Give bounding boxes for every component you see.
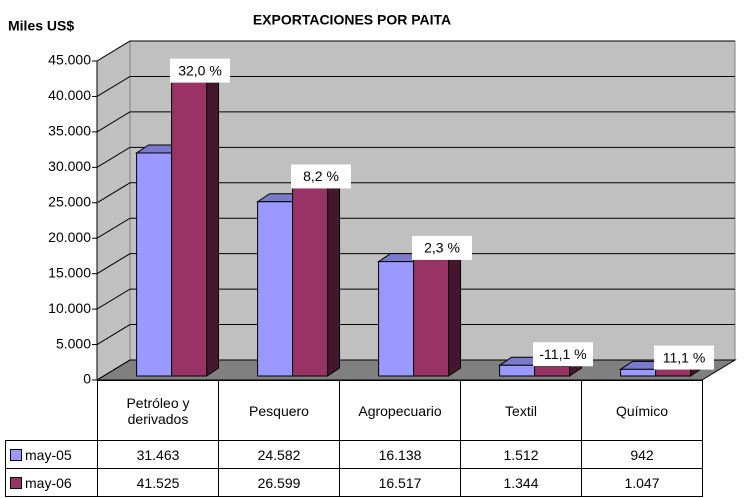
annotation: 32,0 % [178,62,222,78]
value-label: 41.525 [97,468,219,497]
value-label: 942 [581,440,703,469]
header-row: Petróleo y derivados Pesquero Agropecuario… [5,380,703,441]
annotation-box [533,342,593,367]
y-tick-label: 45.000 [48,52,91,68]
bar-front [136,152,173,377]
value-label: 1.047 [581,468,703,497]
grid-line [96,253,735,275]
y-axis-label: Miles US$ [8,18,74,34]
x-tick-label: Textil [460,380,582,441]
value-label: 24.582 [218,440,340,469]
grid-line [96,146,735,168]
legend-swatch [10,448,22,461]
x-tick-label: Pesquero [218,380,340,441]
annotation: 8,2 % [303,168,339,184]
grid-line [96,217,735,239]
x-tick-label: Petróleo y derivados [97,380,219,441]
value-label: 31.463 [97,440,219,469]
y-tick-label: 5.000 [56,335,91,351]
grid-line [96,324,735,345]
y-tick-label: 10.000 [48,300,91,316]
grid-line [96,182,735,204]
bar [169,72,221,377]
annotation-box [170,58,230,83]
legend-entry: may-05 [5,440,98,469]
bar-side [327,178,341,377]
bar-side [448,249,462,377]
bar-front [655,368,692,377]
annotation: -11,1 % [539,346,586,362]
value-label: 1.512 [460,440,582,469]
annotation-box [291,164,351,189]
annotation-box [412,235,472,260]
grid-line [96,75,735,97]
corner [5,380,98,441]
legend-label: may-06 [25,474,72,491]
series-row: may-05 31.463 24.582 16.138 1.512 942 [5,440,703,469]
chart-title: EXPORTACIONES POR PAITA [253,12,451,28]
side-wall [96,40,131,381]
y-tick-label: 15.000 [48,264,91,280]
bar-side [206,72,220,377]
grid-line [96,288,735,310]
data-table: Petróleo y derivados Pesquero Agropecuario… [5,380,703,497]
bar-front [499,364,536,377]
grid-line [96,111,735,133]
y-tick-label: 35.000 [48,123,91,139]
y-tick-label: 20.000 [48,229,91,245]
annotation: 2,3 % [424,240,460,256]
bar [411,249,463,377]
bar [290,178,342,377]
bar-front [378,261,415,377]
legend-label: may-05 [25,446,72,463]
x-tick-label: Agropecuario [339,380,461,441]
value-label: 16.517 [339,468,461,497]
y-tick-label: 30.000 [48,158,91,174]
value-label: 1.344 [460,468,582,497]
bar-front [413,258,450,377]
value-label: 16.138 [339,440,461,469]
bar-front [171,81,208,377]
x-tick-label: Químico [581,380,703,441]
legend-swatch [10,476,22,489]
annotation: 11,1 % [663,349,706,365]
value-label: 26.599 [218,468,340,497]
y-tick-label: 0 [83,371,91,387]
grid-line [96,40,735,62]
annotation-box [654,345,714,370]
bar-front [292,186,329,377]
bar-front [534,365,571,377]
legend-entry: may-06 [5,468,98,497]
bar-front [620,368,657,377]
y-tick-label: 40.000 [48,87,91,103]
series-row: may-06 41.525 26.599 16.517 1.344 1.047 [5,468,703,497]
y-tick-label: 25.000 [48,193,91,209]
bar-front [257,201,294,377]
